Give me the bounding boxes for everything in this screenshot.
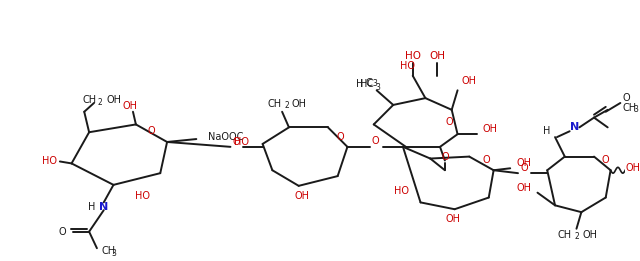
Text: CH: CH [557,230,572,240]
Text: HO: HO [401,61,415,71]
Text: O: O [148,126,156,136]
Text: HO: HO [394,186,409,196]
Text: 3: 3 [633,105,638,114]
Text: 3: 3 [376,83,381,92]
Text: O: O [482,156,490,165]
Text: OH: OH [516,183,532,193]
Text: O: O [372,136,380,146]
Text: OH: OH [445,214,460,224]
Text: H: H [356,79,363,90]
Text: OH: OH [516,158,531,168]
Text: HO: HO [404,51,420,61]
Text: H: H [360,79,367,90]
Text: CH: CH [622,103,636,113]
Text: OH: OH [122,101,138,111]
Text: 2: 2 [284,102,289,110]
Text: N: N [99,202,108,212]
Text: 3: 3 [111,248,116,258]
Text: 2: 2 [98,98,102,106]
Text: OH: OH [107,95,122,105]
Text: HO: HO [135,191,150,201]
Text: O: O [441,152,449,162]
Text: OH: OH [461,76,476,86]
Text: O: O [337,132,344,142]
Text: C: C [367,79,373,90]
Text: OH: OH [483,124,498,134]
Text: O: O [520,163,527,173]
Text: 2: 2 [575,232,579,241]
Text: N: N [570,122,579,132]
Text: O: O [232,137,240,147]
Text: HO: HO [234,137,249,147]
Text: OH: OH [294,191,309,201]
Text: CH: CH [82,95,96,105]
Text: CH: CH [268,99,282,109]
Text: H: H [88,202,96,212]
Text: O: O [446,116,454,127]
Text: OH: OH [582,230,597,240]
Text: H: H [543,126,550,136]
Text: OH: OH [429,51,445,61]
Text: OH: OH [292,99,307,109]
Text: 3: 3 [372,79,378,88]
Text: O: O [602,156,609,165]
Text: C: C [366,78,372,87]
Text: CH: CH [102,246,116,256]
Text: OH: OH [625,163,640,173]
Text: O: O [59,227,67,237]
Text: NaOOC: NaOOC [208,132,243,142]
Text: HO: HO [42,156,58,167]
Text: O: O [622,93,630,103]
